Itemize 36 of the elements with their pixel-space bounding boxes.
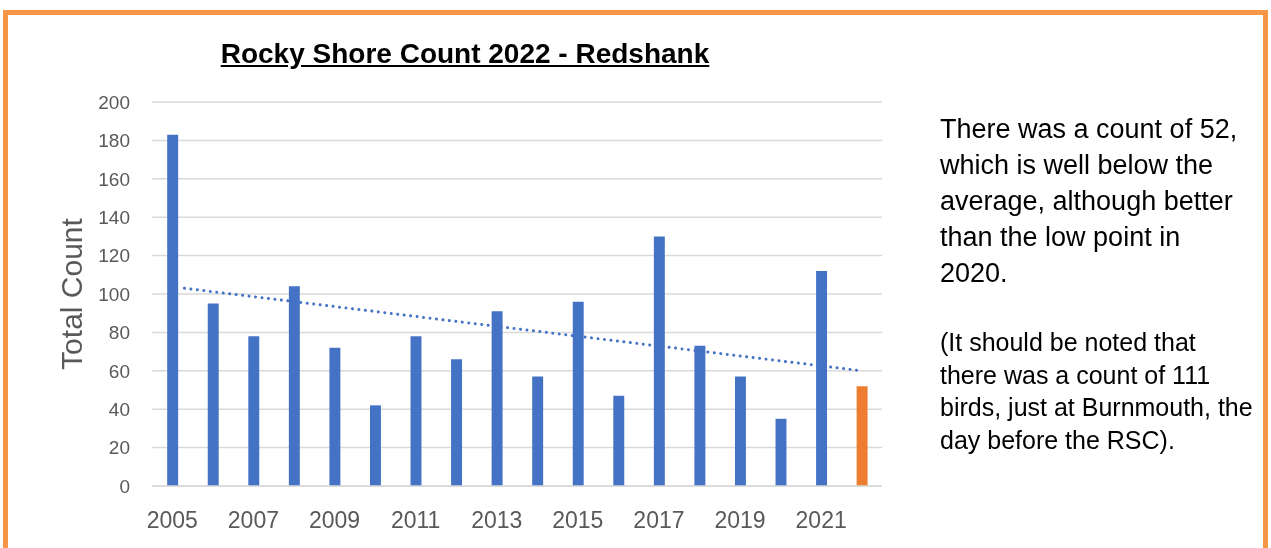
bar [207,303,219,486]
bar [856,386,868,486]
y-tick-label: 60 [108,360,130,382]
bar [532,376,544,486]
x-tick-label: 2013 [471,507,523,534]
x-tick-label: 2021 [795,507,847,534]
y-tick-label: 0 [119,475,130,497]
y-tick-label: 20 [108,437,130,459]
x-tick-label: 2017 [633,507,685,534]
x-tick-label: 2019 [714,507,766,534]
x-tick-label: 2005 [146,507,198,534]
y-tick-label: 140 [98,206,130,228]
y-tick-label: 200 [98,91,130,113]
text: (It should be noted that there was a count of 111 birds, just at Burnmouth, the day before the RSC). [940,327,1254,456]
y-tick-label: 40 [108,398,130,420]
y-tick-label: 160 [98,168,130,190]
x-tick-label: 2009 [308,507,361,534]
bar [329,347,341,486]
bar [410,336,422,486]
bar [248,336,260,486]
y-axis-title: Total Count [54,217,88,370]
y-tick-label: 120 [98,245,130,267]
y-tick-label: 80 [108,322,130,344]
y-tick-label: 100 [98,283,130,305]
x-tick-label: 2015 [552,507,604,534]
bar [613,395,625,486]
bar [775,418,787,486]
chart-title: Rocky Shore Count 2022 - Redshank [219,38,711,70]
bar [369,405,381,486]
bar [167,134,179,486]
text: There was a count of 52, which is well below the average, although better than the low point in 2020. [940,113,1239,290]
bar [734,376,746,486]
x-tick-label: 2007 [227,507,279,534]
x-tick-label: 2011 [390,507,441,534]
bar [451,359,463,486]
y-tick-label: 180 [98,130,130,152]
